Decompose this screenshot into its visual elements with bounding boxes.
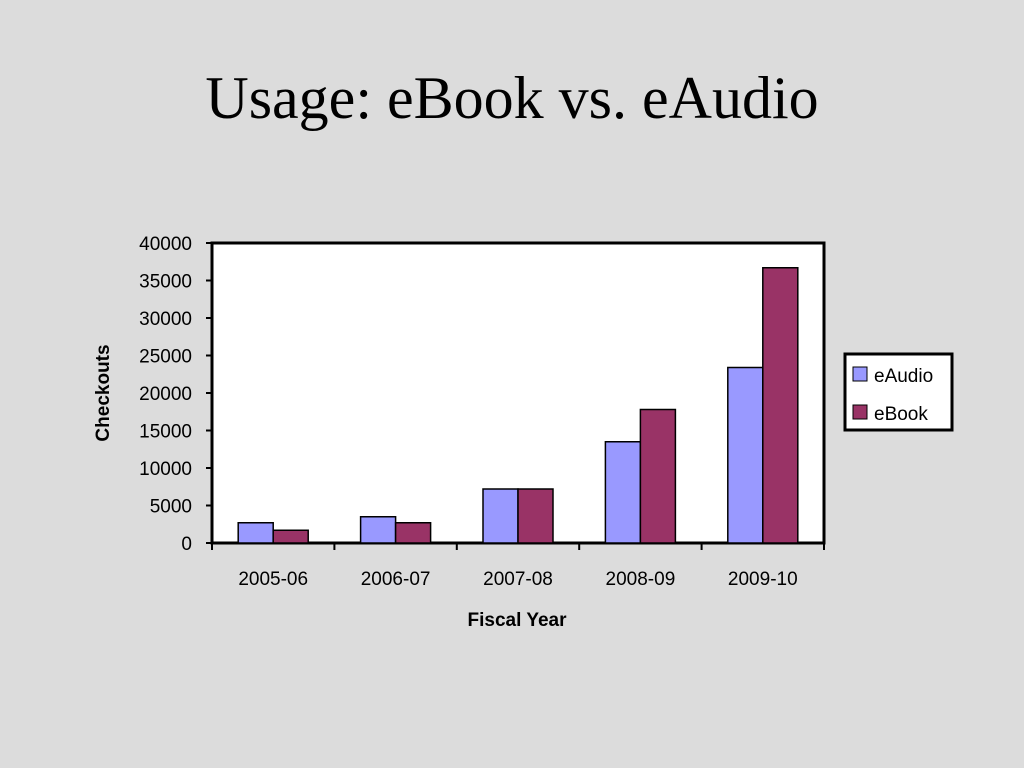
y-tick-label: 15000 xyxy=(139,422,192,443)
x-tick-label: 2005-06 xyxy=(238,569,308,590)
bar-ebook-2005-06 xyxy=(272,529,309,544)
x-tick-label: 2006-07 xyxy=(361,569,431,590)
x-tick-label: 2007-08 xyxy=(483,569,553,590)
y-tick-label: 25000 xyxy=(139,347,192,368)
y-tick-label: 35000 xyxy=(139,272,192,293)
bar-ebook-2009-10 xyxy=(762,267,799,544)
legend-swatch-eaudio xyxy=(852,366,868,382)
y-axis-title: Checkouts xyxy=(93,344,114,441)
legend-swatch-ebook xyxy=(852,404,868,420)
bar-eaudio-2006-07 xyxy=(359,516,397,544)
bar-eaudio-2005-06 xyxy=(237,522,274,544)
bar-eaudio-2007-08 xyxy=(482,488,519,544)
y-tick-label: 10000 xyxy=(139,459,192,480)
y-tick-label: 20000 xyxy=(139,384,192,405)
legend-label-ebook: eBook xyxy=(874,404,928,425)
x-axis-title: Fiscal Year xyxy=(468,610,568,631)
bar-ebook-2008-09 xyxy=(639,408,677,544)
x-tick-label: 2009-10 xyxy=(728,569,798,590)
y-tick-label: 5000 xyxy=(150,497,192,518)
bar-ebook-2006-07 xyxy=(394,522,432,544)
y-tick-label: 0 xyxy=(181,534,192,555)
x-axis: 2005-06 2006-07 2007-08 2008-09 2009-10 xyxy=(211,543,825,590)
bar-ebook-2007-08 xyxy=(517,488,554,544)
y-tick-label: 40000 xyxy=(139,234,192,255)
bar-eaudio-2008-09 xyxy=(604,441,642,544)
slide-title: Usage: eBook vs. eAudio xyxy=(205,65,819,131)
y-axis: 0 5000 10000 15000 20000 25000 30000 35000 40000 xyxy=(139,234,212,555)
legend-label-eaudio: eAudio xyxy=(874,366,933,387)
bars-group xyxy=(237,267,799,544)
y-tick-label: 30000 xyxy=(139,309,192,330)
x-tick-label: 2008-09 xyxy=(606,569,676,590)
legend: eAudio eBook xyxy=(843,352,954,432)
bar-eaudio-2009-10 xyxy=(727,366,764,544)
